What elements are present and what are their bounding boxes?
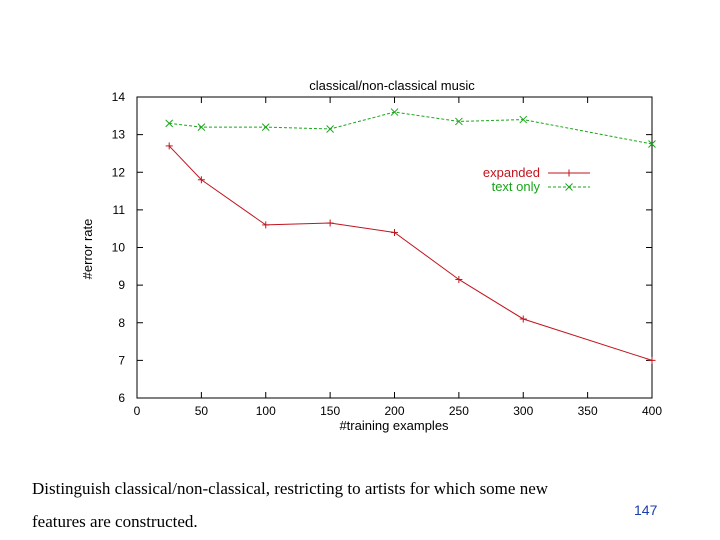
y-tick-label: 9 [118, 278, 125, 292]
plot-frame [136, 96, 653, 399]
data-point-text-only [326, 125, 334, 133]
series-layer [165, 108, 656, 364]
legend-label-text-only: text only [492, 179, 541, 194]
slide-caption: Distinguish classical/non-classical, res… [32, 472, 692, 538]
legend-marker-text-only [565, 183, 573, 191]
y-tick-label: 13 [112, 128, 126, 142]
data-point-text-only [390, 108, 399, 116]
y-tick-label: 8 [118, 316, 125, 330]
caption-line-2: features are constructed. [32, 512, 198, 531]
page-number: 147 [634, 502, 658, 518]
y-tick-label: 11 [113, 203, 126, 217]
x-tick-label: 150 [320, 404, 340, 418]
data-point-text-only [261, 123, 270, 131]
y-axis: 6 7 8 9 10 11 12 13 14 [112, 90, 652, 405]
y-axis-label: #error rate [80, 219, 95, 280]
x-tick-label: 50 [195, 404, 209, 418]
data-point-text-only [455, 117, 463, 126]
y-tick-label: 12 [112, 165, 126, 179]
x-tick-label: 350 [578, 404, 598, 418]
series-line-expanded [168, 145, 653, 361]
line-chart: classical/non-classical music 6 7 8 9 10 11 12… [80, 78, 662, 433]
y-tick-label: 6 [118, 391, 125, 405]
x-axis: 0 50 100 150 200 250 300 350 400 [134, 97, 662, 418]
y-tick-label: 7 [118, 353, 125, 367]
y-tick-label: 14 [112, 90, 126, 104]
data-point-text-only [648, 140, 656, 148]
x-tick-label: 250 [449, 404, 469, 418]
x-tick-label: 300 [513, 404, 533, 418]
x-axis-label: #training examples [339, 418, 449, 433]
y-tick-label: 10 [112, 241, 126, 255]
x-tick-label: 100 [256, 404, 276, 418]
series-text-only [165, 108, 656, 148]
data-point-text-only [519, 115, 528, 124]
chart-title: classical/non-classical music [309, 78, 475, 93]
legend-label-expanded: expanded [483, 165, 540, 180]
series-expanded [165, 142, 656, 364]
x-tick-label: 400 [642, 404, 662, 418]
x-tick-label: 200 [384, 404, 404, 418]
x-tick-label: 0 [134, 404, 141, 418]
series-line-text-only [169, 111, 653, 145]
caption-line-1: Distinguish classical/non-classical, res… [32, 479, 549, 498]
data-point-text-only [165, 119, 174, 128]
data-point-text-only [197, 123, 206, 131]
